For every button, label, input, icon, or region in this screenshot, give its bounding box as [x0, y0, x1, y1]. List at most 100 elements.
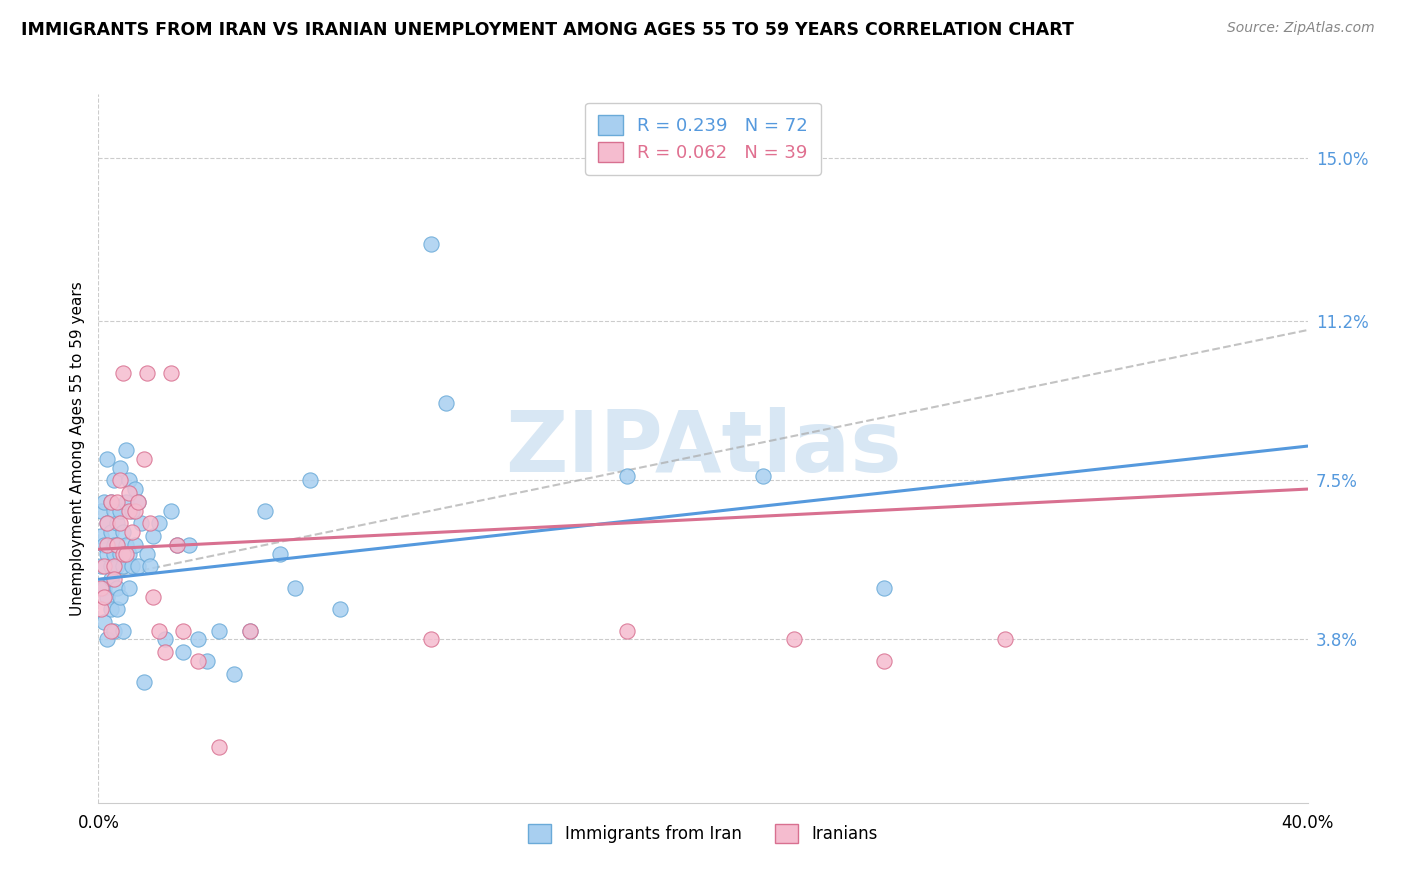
Point	[111, 524, 134, 539]
Point	[105, 495, 128, 509]
Point	[90, 529, 112, 543]
Point	[100, 572, 122, 586]
Point	[873, 654, 896, 668]
Point	[284, 581, 307, 595]
Point	[103, 538, 125, 552]
Point	[90, 602, 112, 616]
Point	[100, 495, 122, 509]
Point	[93, 559, 115, 574]
Point	[96, 590, 118, 604]
Point	[103, 474, 125, 488]
Point	[124, 538, 146, 552]
Point	[114, 443, 136, 458]
Point	[103, 624, 125, 638]
Point	[96, 452, 118, 467]
Point	[153, 645, 176, 659]
Point	[420, 632, 443, 647]
Point	[90, 559, 112, 574]
Point	[124, 482, 146, 496]
Point	[93, 615, 115, 630]
Point	[100, 495, 122, 509]
Point	[172, 645, 194, 659]
Point	[105, 538, 128, 552]
Point	[135, 547, 157, 561]
Text: ZIPAtlas: ZIPAtlas	[505, 407, 901, 490]
Point	[299, 474, 322, 488]
Point	[105, 538, 128, 552]
Point	[103, 503, 125, 517]
Point	[153, 632, 176, 647]
Point	[100, 624, 122, 638]
Point	[111, 559, 134, 574]
Point	[108, 474, 131, 488]
Point	[135, 366, 157, 380]
Point	[93, 538, 115, 552]
Point	[239, 624, 262, 638]
Text: Source: ZipAtlas.com: Source: ZipAtlas.com	[1227, 21, 1375, 36]
Point	[100, 602, 122, 616]
Point	[96, 516, 118, 531]
Point	[100, 524, 122, 539]
Point	[96, 516, 118, 531]
Point	[105, 581, 128, 595]
Point	[118, 486, 141, 500]
Point	[329, 602, 352, 616]
Point	[127, 495, 149, 509]
Point	[114, 495, 136, 509]
Point	[100, 559, 122, 574]
Point	[142, 529, 165, 543]
Point	[108, 516, 131, 531]
Point	[994, 632, 1017, 647]
Point	[93, 495, 115, 509]
Point	[239, 624, 262, 638]
Point	[142, 590, 165, 604]
Point	[105, 516, 128, 531]
Point	[208, 624, 231, 638]
Point	[103, 559, 125, 574]
Point	[93, 581, 115, 595]
Point	[108, 590, 131, 604]
Point	[103, 547, 125, 561]
Point	[90, 581, 112, 595]
Point	[187, 632, 209, 647]
Point	[118, 581, 141, 595]
Point	[132, 675, 155, 690]
Point	[111, 366, 134, 380]
Point	[269, 547, 291, 561]
Point	[108, 547, 131, 561]
Point	[105, 559, 128, 574]
Point	[93, 590, 115, 604]
Point	[139, 516, 162, 531]
Point	[108, 460, 131, 475]
Point	[103, 572, 125, 586]
Point	[114, 547, 136, 561]
Point	[148, 624, 170, 638]
Point	[124, 503, 146, 517]
Point	[121, 503, 143, 517]
Point	[208, 739, 231, 754]
Point	[108, 503, 131, 517]
Point	[783, 632, 806, 647]
Point	[132, 452, 155, 467]
Point	[129, 516, 152, 531]
Point	[253, 503, 276, 517]
Point	[195, 654, 218, 668]
Point	[420, 237, 443, 252]
Point	[187, 654, 209, 668]
Point	[96, 547, 118, 561]
Point	[121, 524, 143, 539]
Point	[166, 538, 188, 552]
Point	[434, 396, 457, 410]
Point	[616, 624, 638, 638]
Point	[118, 474, 141, 488]
Point	[127, 559, 149, 574]
Point	[90, 503, 112, 517]
Point	[139, 559, 162, 574]
Point	[118, 503, 141, 517]
Point	[96, 538, 118, 552]
Point	[752, 469, 775, 483]
Point	[160, 503, 183, 517]
Text: IMMIGRANTS FROM IRAN VS IRANIAN UNEMPLOYMENT AMONG AGES 55 TO 59 YEARS CORRELATI: IMMIGRANTS FROM IRAN VS IRANIAN UNEMPLOY…	[21, 21, 1074, 39]
Point	[111, 624, 134, 638]
Point	[172, 624, 194, 638]
